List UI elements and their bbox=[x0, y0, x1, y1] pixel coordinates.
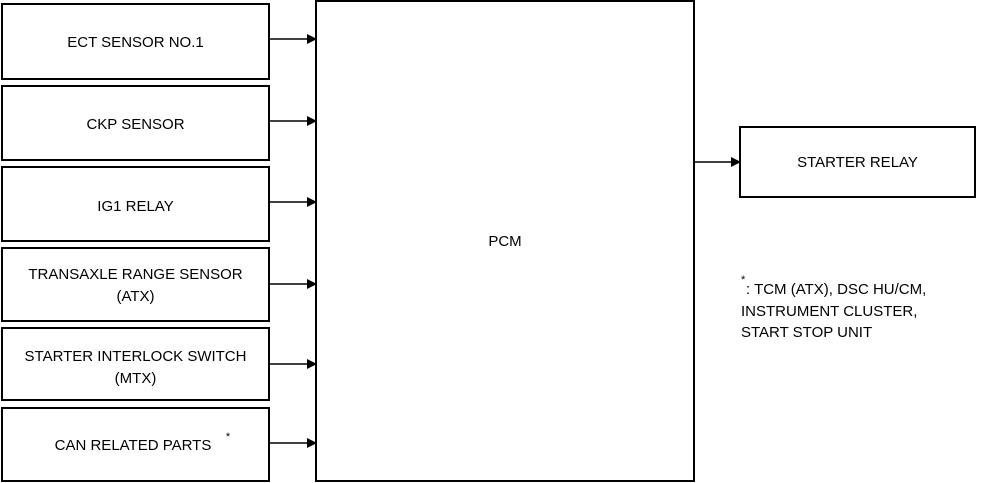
input-box-transaxle-range-sensor: TRANSAXLE RANGE SENSOR (ATX) bbox=[1, 247, 270, 322]
output-label-starter-relay: STARTER RELAY bbox=[797, 154, 918, 171]
input-label-sis-line1: STARTER INTERLOCK SWITCH bbox=[25, 348, 247, 365]
footnote-line3: START STOP UNIT bbox=[741, 324, 872, 341]
input-box-can-related-parts: CAN RELATED PARTS * bbox=[1, 407, 270, 482]
pcm-label: PCM bbox=[488, 233, 521, 250]
input-label-ig1: IG1 RELAY bbox=[97, 198, 173, 215]
input-label-trs-line2: (ATX) bbox=[116, 288, 154, 305]
footnote-marker: * bbox=[741, 274, 746, 286]
input-box-ect: ECT SENSOR NO.1 bbox=[1, 3, 270, 80]
input-label-trs-line1: TRANSAXLE RANGE SENSOR bbox=[28, 266, 242, 283]
input-box-ig1: IG1 RELAY bbox=[1, 166, 270, 242]
footnote-line1: : TCM (ATX), DSC HU/CM, bbox=[746, 281, 926, 298]
input-label-can: CAN RELATED PARTS bbox=[55, 437, 212, 454]
input-arrows bbox=[269, 34, 317, 448]
input-label-sis-line2: (MTX) bbox=[115, 370, 157, 387]
input-box-starter-interlock-switch: STARTER INTERLOCK SWITCH (MTX) bbox=[1, 327, 270, 401]
input-box-ckp: CKP SENSOR bbox=[1, 85, 270, 161]
pcm-box: PCM bbox=[315, 0, 695, 482]
input-label-ckp: CKP SENSOR bbox=[86, 116, 184, 133]
footnote: * : TCM (ATX), DSC HU/CM, INSTRUMENT CLU… bbox=[741, 274, 926, 341]
input-label-ect: ECT SENSOR NO.1 bbox=[67, 34, 203, 51]
footnote-line2: INSTRUMENT CLUSTER, bbox=[741, 303, 917, 320]
output-box-starter-relay: STARTER RELAY bbox=[739, 126, 976, 198]
can-superscript-marker: * bbox=[226, 431, 231, 443]
